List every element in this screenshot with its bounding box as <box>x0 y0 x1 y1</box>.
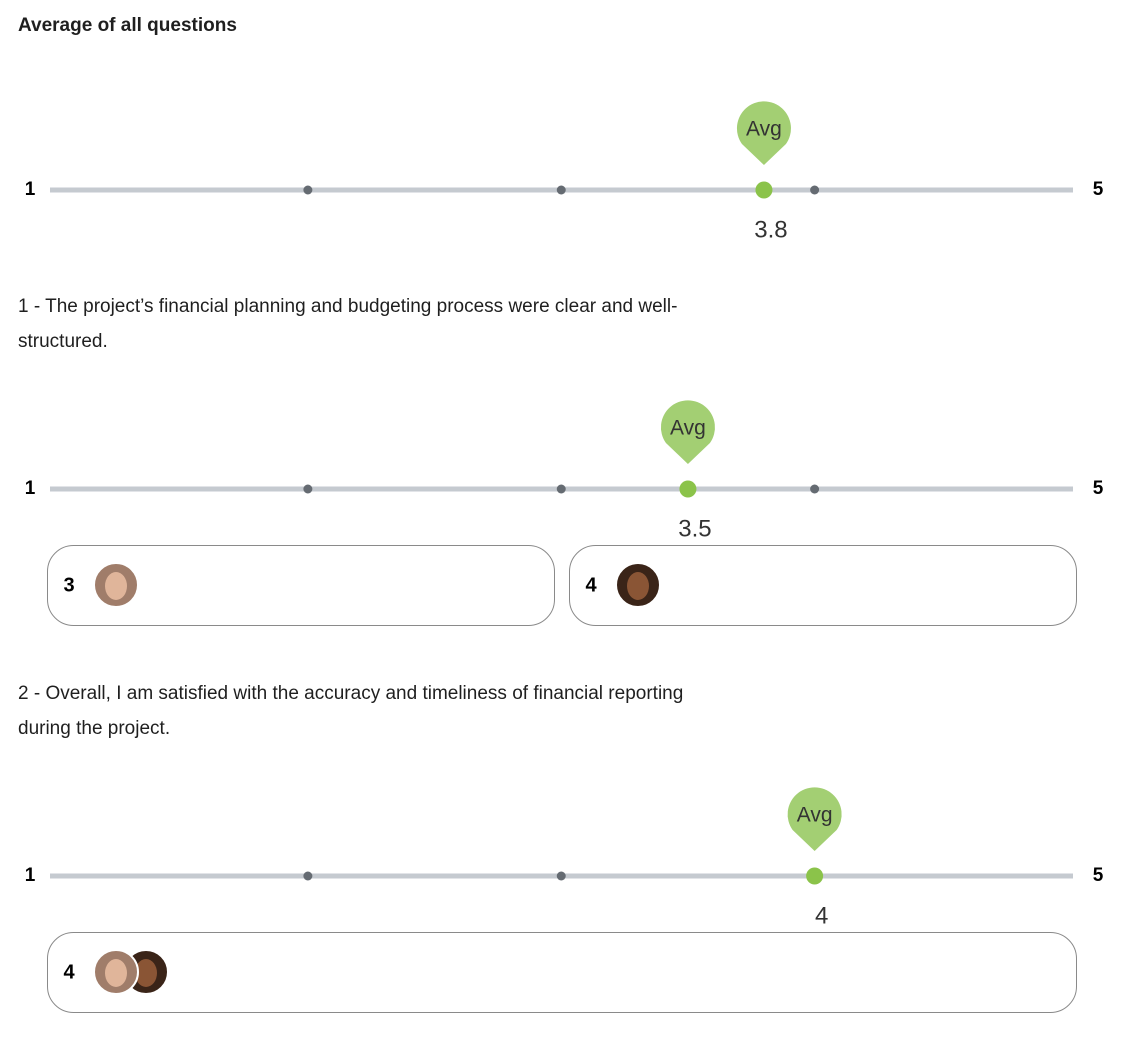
response-box <box>47 932 1077 1013</box>
question-text: 2 - Overall, I am satisfied with the acc… <box>18 683 684 739</box>
scale-min: 1 <box>25 179 36 200</box>
avatar-face <box>135 959 157 987</box>
avg-label: Avg <box>746 118 782 141</box>
avg-dot <box>755 181 773 199</box>
scale-min: 1 <box>25 478 36 499</box>
scale-min: 1 <box>25 865 36 886</box>
avg-pin <box>736 101 791 165</box>
scale-tick <box>303 871 313 881</box>
scale-tick <box>303 484 313 494</box>
scale-tick <box>810 484 820 494</box>
avg-pin <box>660 400 715 464</box>
avg-marker: Avg <box>736 101 791 199</box>
response-value: 3 <box>63 574 74 596</box>
scale-tick <box>556 185 566 195</box>
avg-label: Avg <box>670 417 706 440</box>
avg-value: 3.8 <box>754 216 787 243</box>
scale-tick <box>810 185 820 195</box>
response-box <box>569 545 1077 626</box>
scale-max: 5 <box>1093 865 1104 886</box>
avg-marker: Avg <box>660 400 715 498</box>
avg-value: 4 <box>815 902 828 929</box>
scale-max: 5 <box>1093 478 1104 499</box>
scale-tick <box>556 484 566 494</box>
response-value: 4 <box>63 961 75 983</box>
section-title: Average of all questions <box>18 15 237 36</box>
avatar-face <box>627 572 649 600</box>
scale-tick <box>556 871 566 881</box>
avg-pin <box>787 787 842 851</box>
scale-max: 5 <box>1093 179 1104 200</box>
avg-marker: Avg <box>787 787 842 885</box>
avg-dot <box>806 867 824 885</box>
avatar-face <box>105 572 127 600</box>
avatar-face <box>105 959 127 987</box>
response-box <box>47 545 555 626</box>
scale-tick <box>303 185 313 195</box>
question-text: 1 - The project’s financial planning and… <box>18 296 678 352</box>
avg-value: 3.5 <box>678 515 711 542</box>
avg-label: Avg <box>797 804 833 827</box>
avg-dot <box>679 480 697 498</box>
response-value: 4 <box>585 574 597 596</box>
